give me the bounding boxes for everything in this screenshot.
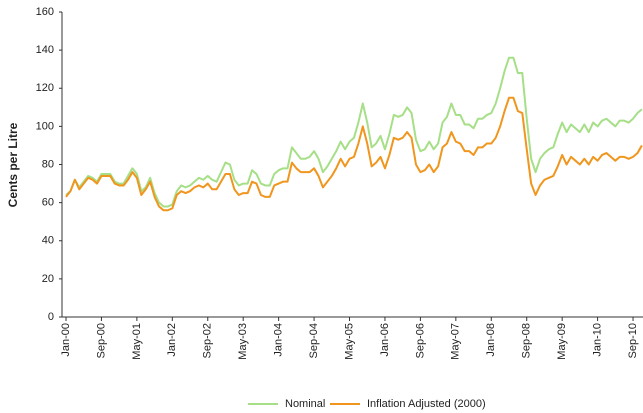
x-tick-label: Jan-10 bbox=[592, 323, 604, 357]
x-tick-label: Jan-06 bbox=[379, 323, 391, 357]
line-series bbox=[65, 56, 643, 208]
x-tick-label: May-05 bbox=[343, 323, 355, 360]
x-tick-label: Jan-08 bbox=[485, 323, 497, 357]
x-tick-label: May-03 bbox=[237, 323, 249, 360]
x-tick-label: Sep-06 bbox=[414, 323, 426, 358]
y-tick-label: 120 bbox=[36, 82, 54, 94]
x-tick-label: Jan-04 bbox=[273, 323, 285, 357]
y-tick-label: 20 bbox=[42, 273, 54, 285]
x-tick-label: May-07 bbox=[450, 323, 462, 360]
x-tick-label: Sep-10 bbox=[627, 323, 639, 358]
y-tick-label: 40 bbox=[42, 235, 54, 247]
x-tick-label: Jan-00 bbox=[60, 323, 72, 357]
y-tick-label: 60 bbox=[42, 197, 54, 209]
y-tick-label: 140 bbox=[36, 44, 54, 56]
legend-label: Inflation Adjusted (2000) bbox=[367, 398, 486, 410]
y-tick-label: 80 bbox=[42, 158, 54, 170]
y-tick-label: 0 bbox=[48, 311, 54, 323]
x-tick-label: May-01 bbox=[131, 323, 143, 360]
x-tick-label: Sep-04 bbox=[308, 323, 320, 358]
y-axis-title: Cents per Litre bbox=[6, 122, 20, 207]
x-tick-label: Jan-02 bbox=[166, 323, 178, 357]
x-tick-label: May-09 bbox=[556, 323, 568, 360]
y-tick-label: 160 bbox=[36, 6, 54, 18]
x-tick-label: Sep-02 bbox=[202, 323, 214, 358]
y-tick-label: 100 bbox=[36, 120, 54, 132]
x-tick-label: Sep-08 bbox=[521, 323, 533, 358]
legend-label: Nominal bbox=[285, 398, 325, 410]
line-series bbox=[65, 96, 643, 212]
x-tick-label: Sep-00 bbox=[95, 323, 107, 358]
